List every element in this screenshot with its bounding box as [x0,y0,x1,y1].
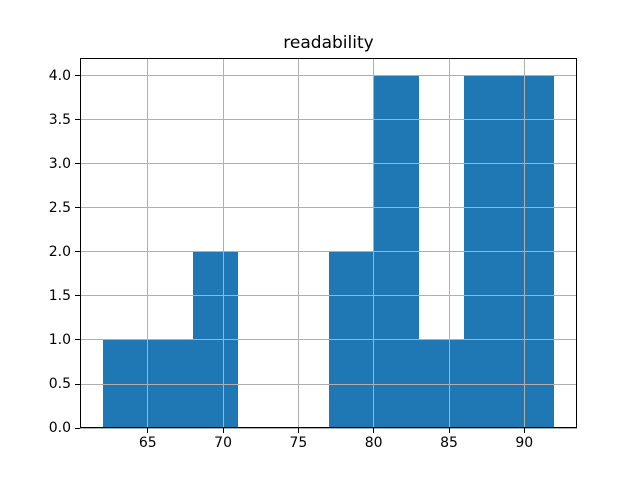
y-tick-label: 1.0 [48,331,71,348]
y-tick-label: 1.5 [48,287,71,304]
x-tick-mark [297,428,299,433]
x-tick-mark [222,428,224,433]
gridline-vertical [147,58,149,428]
y-tick-mark [75,75,80,77]
y-tick-label: 0.5 [48,376,71,392]
y-tick-label: 0.0 [48,420,71,436]
gridline-horizontal [80,119,577,121]
x-tick-mark [373,428,375,433]
y-tick-label: 4.0 [48,67,71,84]
x-tick-label: 85 [440,435,458,451]
x-tick-mark [523,428,525,433]
gridline-horizontal [80,339,577,341]
gridline-horizontal [80,383,577,385]
plot-area [80,58,577,429]
x-tick-mark [448,428,450,433]
gridline-vertical [222,58,224,428]
y-tick-mark [75,163,80,165]
y-tick-mark [75,207,80,209]
gridline-horizontal [80,295,577,297]
gridline-horizontal [80,207,577,209]
x-tick-label: 65 [138,435,157,451]
gridline-vertical [448,58,450,428]
x-tick-label: 90 [515,435,534,451]
gridline-vertical [373,58,375,428]
y-tick-mark [75,251,80,253]
y-tick-mark [75,427,80,429]
gridline-vertical [523,58,525,428]
gridline-vertical [297,58,299,428]
gridline-horizontal [80,75,577,77]
x-tick-label: 80 [364,435,383,451]
y-tick-mark [75,383,80,385]
grid-layer [80,58,577,429]
y-tick-label: 3.0 [48,155,71,172]
chart-title: readability [283,33,374,53]
gridline-horizontal [80,163,577,165]
x-tick-mark [147,428,149,433]
x-tick-label: 70 [214,435,232,451]
y-tick-mark [75,339,80,341]
x-tick-label: 75 [289,435,308,451]
y-tick-mark [75,119,80,121]
y-tick-label: 2.0 [48,243,71,260]
y-tick-label: 3.5 [48,111,71,128]
y-tick-mark [75,295,80,297]
gridline-horizontal [80,251,577,253]
y-tick-label: 2.5 [48,199,71,216]
gridline-horizontal [80,427,577,429]
